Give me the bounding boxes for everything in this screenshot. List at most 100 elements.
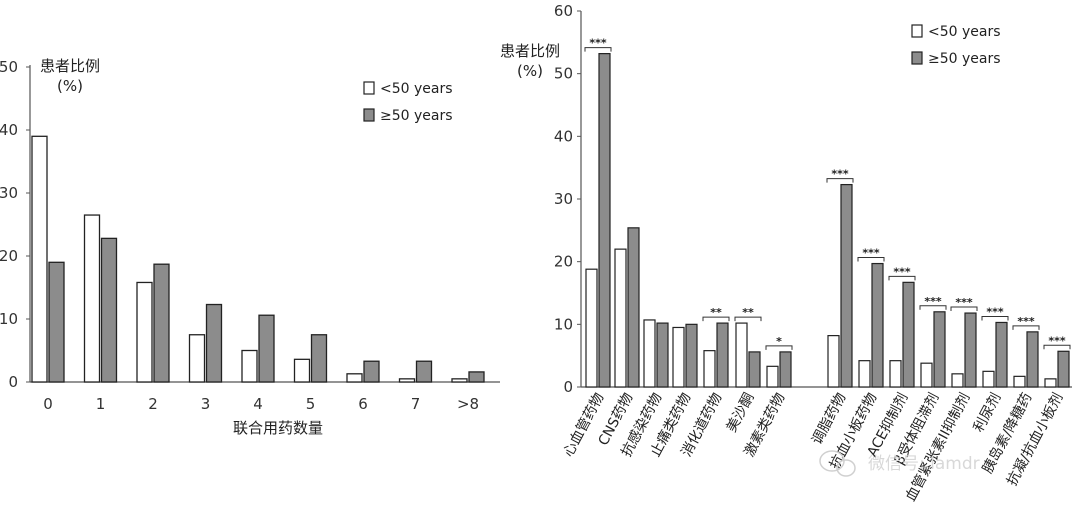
bar-lt50	[643, 319, 656, 388]
watermark-text: 微信号: lamdr	[868, 454, 980, 474]
bar-lt50	[188, 334, 206, 383]
bar-lt50	[136, 281, 153, 383]
bar-ge50	[779, 351, 792, 388]
y-tick-label: 20	[554, 253, 573, 271]
y-tick-label: 10	[554, 315, 573, 333]
significance-label: ***	[924, 295, 942, 308]
y-tick-label: 60	[554, 2, 573, 20]
significance-label: ***	[1048, 334, 1066, 347]
x-tick-label: 6	[358, 395, 368, 413]
bar-lt50	[398, 378, 416, 383]
legend-swatch-ge50	[911, 51, 923, 65]
bar-lt50	[889, 360, 902, 388]
significance-label: ***	[986, 305, 1004, 318]
legend-label-ge50: ≥50 years	[928, 51, 1001, 67]
bar-ge50	[598, 53, 611, 388]
y-tick-label: 0	[8, 373, 18, 391]
x-category-label: 利尿剂	[971, 390, 1005, 435]
bar-ge50	[656, 322, 669, 388]
bar-lt50	[672, 326, 685, 388]
y-tick-label: 30	[554, 190, 573, 208]
right-bar-chart: 0102030405060患者比例(%)***心血管药物CNS药物抗感染药物止痛…	[500, 2, 1072, 504]
y-tick-label: 50	[554, 65, 573, 83]
bar-lt50	[1044, 378, 1057, 388]
significance-bracket	[1043, 344, 1071, 350]
significance-bracket	[826, 178, 854, 183]
significance-bracket	[1012, 325, 1040, 330]
x-tick-label: 2	[148, 395, 158, 413]
legend-label-lt50: <50 years	[928, 24, 1001, 40]
left-bar-chart: 0 10 20 30 40 50 患者比例 (%) 0 1 2 3 4 5 6 7 >8 联合用药数量 <50 ye…	[0, 57, 500, 437]
significance-bracket	[950, 306, 978, 312]
bar-ge50	[415, 360, 433, 383]
bar-ge50	[310, 334, 328, 383]
legend-swatch-ge50	[363, 108, 375, 122]
watermark: 微信号: lamdr	[819, 450, 980, 477]
bar-ge50	[1057, 350, 1070, 388]
bar-ge50	[48, 261, 65, 383]
bar-ge50	[100, 237, 118, 383]
y-tick-label: 50	[0, 58, 18, 76]
y-tick-label: 0	[563, 378, 573, 396]
x-category-label: 美沙酮	[724, 390, 758, 435]
bar-ge50	[964, 312, 977, 388]
y-tick-label: 10	[0, 310, 18, 328]
bar-lt50	[766, 365, 779, 388]
bar-ge50	[933, 311, 946, 388]
bar-ge50	[902, 281, 915, 388]
bar-lt50	[614, 248, 627, 388]
bar-lt50	[703, 350, 716, 388]
x-tick-label: 7	[411, 395, 421, 413]
bar-lt50	[451, 378, 468, 383]
significance-label: *	[776, 335, 782, 348]
bar-ge50	[995, 321, 1008, 388]
x-tick-label: 3	[201, 395, 211, 413]
legend-swatch-lt50	[911, 24, 923, 38]
wechat-icon	[819, 450, 845, 472]
legend-swatch-lt50	[363, 81, 375, 95]
x-tick-label: 1	[96, 395, 106, 413]
significance-label: ***	[589, 37, 607, 50]
y-axis-unit: (%)	[517, 62, 543, 80]
bar-ge50	[1026, 331, 1039, 388]
bar-ge50	[840, 183, 853, 388]
bar-ge50	[748, 351, 761, 388]
y-tick-label: 40	[554, 127, 573, 145]
bar-lt50	[827, 335, 840, 388]
x-category-label: 心血管药物	[561, 390, 608, 459]
bar-ge50	[685, 323, 698, 388]
y-axis-unit: (%)	[57, 77, 83, 95]
wechat-icon-bubble	[836, 459, 856, 477]
significance-label: ***	[955, 296, 973, 309]
y-tick-label: 20	[0, 247, 18, 265]
y-axis-label: 患者比例	[500, 42, 560, 60]
significance-bracket	[734, 316, 762, 322]
bar-ge50	[153, 263, 170, 383]
y-tick-label: 40	[0, 121, 18, 139]
x-tick-label: 0	[43, 395, 53, 413]
bar-ge50	[258, 314, 275, 383]
x-axis-label: 联合用药数量	[233, 419, 323, 437]
x-tick-label: 5	[306, 395, 316, 413]
bar-lt50	[31, 135, 48, 383]
bar-lt50	[1013, 375, 1026, 388]
bar-ge50	[716, 322, 729, 388]
bar-ge50	[468, 371, 485, 383]
legend-label-lt50: <50 years	[380, 81, 453, 97]
bar-lt50	[293, 358, 311, 383]
significance-label: **	[742, 306, 754, 319]
bar-lt50	[241, 349, 258, 383]
bar-lt50	[585, 268, 598, 388]
significance-bracket	[888, 275, 916, 281]
significance-label: ***	[831, 168, 849, 181]
significance-bracket	[765, 345, 793, 350]
significance-label: ***	[893, 265, 911, 278]
significance-label: ***	[1017, 315, 1035, 328]
bar-lt50	[83, 214, 101, 383]
significance-bracket	[981, 315, 1009, 321]
significance-bracket	[702, 316, 730, 322]
bar-lt50	[951, 373, 964, 388]
y-axis-label: 患者比例	[40, 57, 100, 75]
